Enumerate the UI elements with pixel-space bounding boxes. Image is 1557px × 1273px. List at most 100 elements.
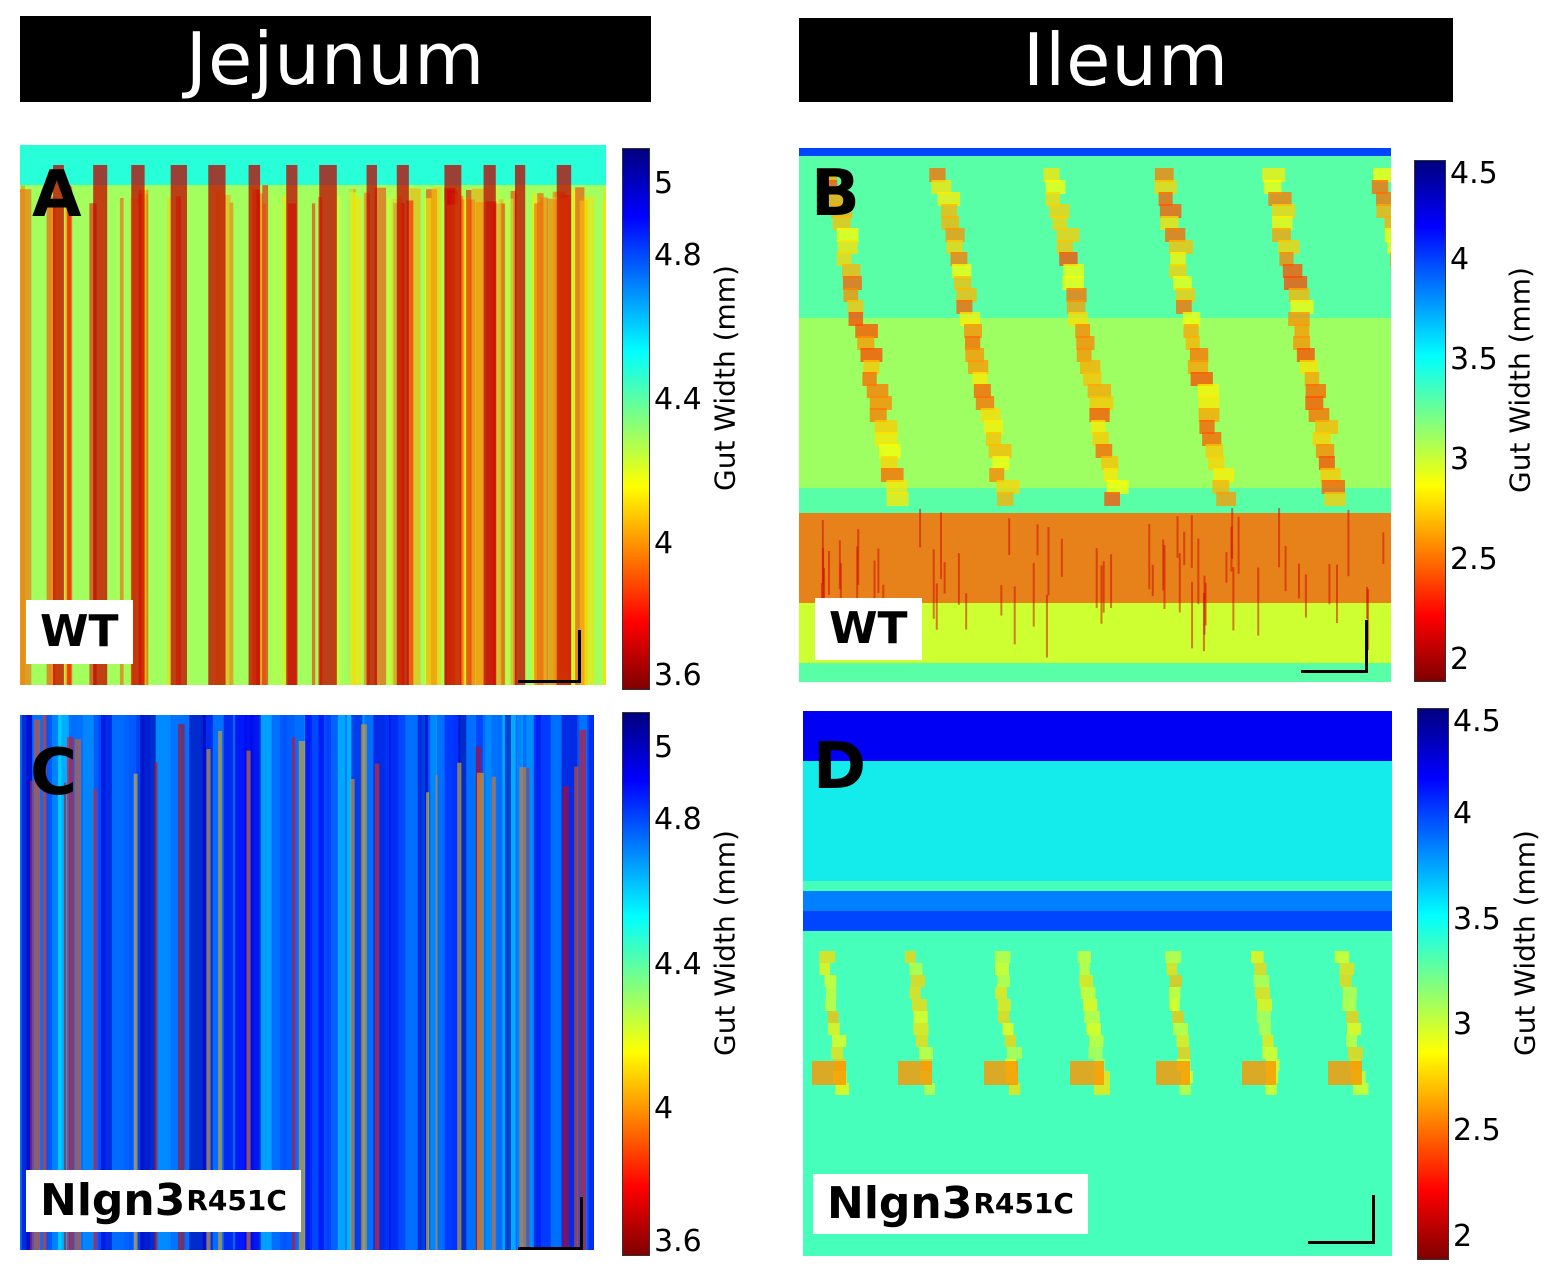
colorbar-a (622, 148, 650, 690)
heatmap-b-propagating-contraction (847, 300, 864, 314)
colorbar-b-tick: 2.5 (1450, 542, 1498, 577)
heatmap-b-propagating-contraction (1288, 312, 1310, 326)
colorbar-d-tick: 4.5 (1453, 704, 1501, 739)
heatmap-b-streak (1060, 538, 1063, 577)
heatmap-b-propagating-contraction (1083, 372, 1102, 386)
heatmap-b-streak (1032, 563, 1035, 627)
heatmap-b-streak (1008, 518, 1011, 556)
heatmap-c-contraction-streak (374, 763, 380, 1250)
heatmap-d-contraction (997, 975, 1010, 987)
heatmap-b-propagating-contraction (1197, 384, 1219, 398)
heatmap-b-propagating-contraction (950, 252, 968, 266)
heatmap-c-blue-streak (587, 715, 594, 1250)
heatmap-d-contraction (924, 1083, 936, 1095)
heatmap-b-propagating-contraction (1068, 312, 1088, 326)
heatmap-c-contraction-streak (74, 739, 82, 1250)
heatmap-c-blue-streak (504, 715, 511, 1250)
heatmap-d-contraction (1346, 1035, 1357, 1047)
heatmap-b-propagating-contraction (842, 276, 862, 290)
heatmap-d-contraction (1253, 975, 1270, 987)
heatmap-b-streak (1225, 552, 1228, 583)
scale-bar-d (1308, 1195, 1375, 1244)
heatmap-b-propagating-contraction (1091, 420, 1106, 434)
heatmap-a (20, 145, 606, 685)
heatmap-d-contraction (909, 987, 921, 999)
heatmap-b-propagating-contraction (1308, 408, 1330, 422)
heatmap-b-propagating-contraction (855, 324, 878, 338)
heatmap-a-streak (352, 197, 363, 685)
heatmap-d-contraction (1168, 987, 1181, 999)
heatmap-d-contraction (1166, 963, 1178, 975)
heatmap-c-blue-streak (140, 715, 156, 1250)
heatmap-b-streak (1231, 508, 1234, 559)
heatmap-b-streak (1328, 564, 1331, 605)
colorbar-d-tick: 3 (1453, 1007, 1473, 1043)
heatmap-b-propagating-contraction (1198, 396, 1220, 410)
heatmap-d-contraction (1079, 963, 1090, 975)
heatmap-b-propagating-contraction (1106, 480, 1129, 494)
heatmap-panel-a: A WT (20, 145, 606, 685)
heatmap-b-propagating-contraction (874, 420, 898, 434)
heatmap-d-contraction (1342, 999, 1357, 1011)
heatmap-d-contraction-spot (984, 1061, 1018, 1085)
heatmap-b-propagating-contraction (985, 432, 1002, 446)
heatmap-d-contraction (1339, 975, 1352, 987)
heatmap-b-propagating-contraction (1278, 240, 1300, 254)
scale-bar-c (518, 1197, 583, 1250)
heatmap-b-propagating-contraction (1176, 300, 1192, 314)
heatmap-a-contraction-band (396, 165, 409, 685)
heatmap-b-streak (1284, 545, 1287, 591)
heatmap-b-streak (919, 508, 922, 548)
heatmap-d-contraction (1083, 999, 1098, 1011)
heatmap-d-contraction (1088, 1047, 1103, 1059)
heatmap-b-propagating-contraction (956, 300, 973, 314)
heatmap-c-blue-streak (26, 715, 33, 1250)
heatmap-d-contraction (911, 999, 927, 1011)
heatmap-b-propagating-contraction (1387, 240, 1391, 254)
heatmap-a-streak (257, 193, 264, 685)
heatmap-b-propagating-contraction (831, 204, 853, 218)
heatmap-d-contraction (1254, 987, 1270, 999)
heatmap-b-streak (1237, 516, 1240, 574)
heatmap-b-propagating-contraction (1263, 180, 1282, 194)
heatmap-b-streak (1297, 563, 1300, 599)
heatmap-a-contraction-band (366, 165, 377, 685)
heatmap-b-propagating-contraction (1208, 456, 1225, 470)
heatmap-d-contraction (1250, 951, 1264, 963)
heatmap-c-blue-streak (172, 715, 182, 1250)
heatmap-a-streak (387, 196, 391, 685)
header-jejunum: Jejunum (20, 16, 651, 102)
heatmap-b-streak (1382, 532, 1385, 564)
heatmap-a-streak (119, 197, 124, 685)
colorbar-a-label: Gut Width (mm) (708, 265, 742, 491)
heatmap-b-streak (1197, 538, 1200, 605)
heatmap-b-streak (1178, 553, 1181, 613)
heatmap-a-contraction-band (514, 165, 526, 685)
heatmap-b-propagating-contraction (946, 240, 963, 254)
heatmap-b-propagating-contraction (1279, 252, 1294, 266)
heatmap-b-propagating-contraction (945, 228, 965, 242)
heatmap-a-streak (431, 187, 442, 685)
heatmap-c-blue-streak (155, 715, 171, 1250)
heatmap-a-contraction-band (319, 165, 337, 685)
heatmap-b-propagating-contraction (972, 372, 988, 386)
colorbar-b-tick: 4 (1450, 242, 1470, 277)
heatmap-c-contraction-streak (298, 740, 306, 1250)
heatmap-b-propagating-contraction (1272, 228, 1291, 242)
heatmap-d-contraction (824, 999, 837, 1011)
heatmap-c-contraction-streak (33, 719, 41, 1250)
heatmap-b-propagating-contraction (997, 492, 1014, 506)
heatmap-a-streak (334, 196, 342, 685)
heatmap-d-contraction (1089, 1035, 1104, 1047)
colorbar-b-tick: 2 (1450, 642, 1470, 677)
heatmap-d-contraction (913, 1023, 929, 1035)
colorbar-c-tick: 4.4 (654, 946, 702, 982)
heatmap-b-propagating-contraction (869, 408, 887, 422)
heatmap-b-propagating-contraction (959, 312, 981, 326)
heatmap-d-contraction (1086, 1023, 1101, 1035)
heatmap-d-mid-band-2 (803, 911, 1392, 931)
heatmap-d-contraction (1346, 1011, 1359, 1023)
heatmap-b-propagating-contraction (980, 408, 1001, 422)
heatmap-c (20, 715, 594, 1250)
heatmap-a-streak (579, 200, 588, 685)
